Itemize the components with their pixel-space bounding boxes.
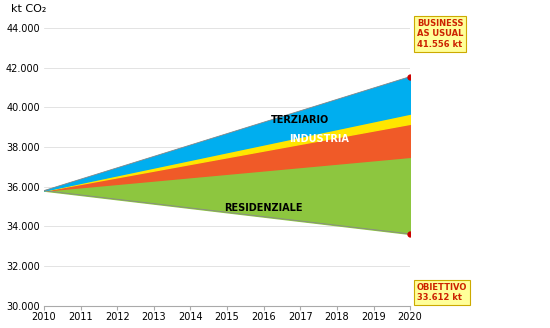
Text: RESIDENZIALE: RESIDENZIALE [224, 203, 303, 214]
Text: TERZIARIO: TERZIARIO [271, 115, 329, 125]
Text: OBIETTIVO
33.612 kt: OBIETTIVO 33.612 kt [417, 282, 467, 302]
Text: INDUSTRIA: INDUSTRIA [289, 134, 349, 144]
Text: BUSINESS
AS USUAL
41.556 kt: BUSINESS AS USUAL 41.556 kt [417, 19, 464, 49]
Text: MOBILITÀ: MOBILITÀ [256, 92, 308, 103]
Text: kt CO₂: kt CO₂ [11, 4, 46, 14]
